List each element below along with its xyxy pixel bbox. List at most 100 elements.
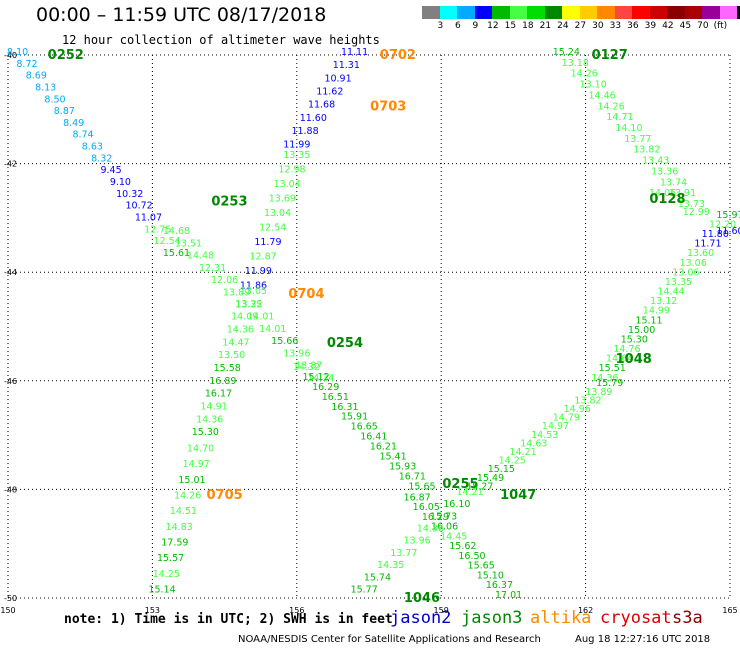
satellite-jason2: jason2 — [390, 608, 452, 628]
wave-height-value: 13.74 — [660, 177, 687, 188]
wave-height-value: 11.71 — [694, 239, 721, 250]
wave-height-value: 15.24 — [553, 47, 580, 58]
timestamp: Aug 18 12:27:16 UTC 2018 — [575, 634, 711, 645]
legend-swatch — [457, 6, 475, 19]
track-marks: 8.108.728.698.138.508.878.498.748.638.32… — [7, 47, 740, 606]
grid-lines — [7, 54, 731, 599]
wave-height-value: 15.66 — [271, 336, 298, 347]
wave-height-value: 8.69 — [26, 71, 47, 82]
wave-height-value: 14.25 — [153, 569, 180, 580]
wave-height-value: 15.91 — [341, 412, 368, 423]
wave-height-value: 13.51 — [175, 238, 202, 249]
wave-height-value: 8.87 — [54, 106, 75, 117]
legend-tick-label: 30 — [592, 21, 604, 31]
wave-height-value: 13.04 — [264, 208, 291, 219]
wave-height-value: 15.01 — [178, 475, 205, 486]
wave-height-value: 13.43 — [642, 156, 669, 167]
wave-height-value: 16.89 — [209, 376, 236, 387]
wave-height-value: 16.71 — [399, 471, 426, 482]
wave-height-value: 13.82 — [574, 395, 601, 406]
wave-height-value: 14.34 — [307, 373, 334, 384]
track-time-label: 0703 — [370, 100, 406, 115]
wave-height-value: 15.61 — [163, 248, 190, 259]
legend-tick-label: 9 — [472, 21, 479, 31]
satellite-altika: altika — [530, 608, 592, 628]
wave-height-value: 16.87 — [404, 492, 431, 503]
x-tick-label: 162 — [578, 606, 593, 615]
wave-height-value: 12.87 — [250, 252, 277, 263]
wave-height-value: 14.64 — [606, 354, 633, 365]
wave-height-value: 12.31 — [199, 263, 226, 274]
wave-height-value: 14.26 — [174, 490, 201, 501]
satellite-s3a: s3a — [672, 608, 703, 628]
legend-swatch — [684, 6, 702, 19]
legend-swatch — [702, 6, 720, 19]
wave-height-value: 14.71 — [606, 112, 633, 123]
wave-height-value: 11.99 — [245, 266, 272, 277]
wave-height-value: 10.32 — [116, 189, 143, 200]
legend-swatch — [492, 6, 510, 19]
wave-height-value: 11.31 — [333, 60, 360, 71]
wave-height-value: 11.11 — [341, 47, 368, 58]
legend-swatch — [439, 6, 457, 19]
wave-height-value: 15.11 — [635, 315, 662, 326]
wave-height-value: 15.30 — [192, 427, 219, 438]
wave-height-value: 8.32 — [91, 153, 112, 164]
wave-height-value: 8.63 — [82, 142, 103, 153]
wave-height-value: 14.26 — [571, 69, 598, 80]
wave-height-value: 14.06 — [649, 188, 676, 199]
wave-height-value: 12.99 — [683, 207, 710, 218]
legend-tick-label: 3 — [437, 21, 444, 31]
legend-swatch — [649, 6, 667, 19]
wave-height-value: 13.35 — [665, 277, 692, 288]
wave-height-value: 16.50 — [458, 551, 485, 562]
wave-height-value: 14.25 — [499, 456, 526, 467]
wave-height-value: 13.50 — [218, 350, 245, 361]
wave-height-value: 15.77 — [351, 585, 378, 596]
wave-height-value: 15.41 — [379, 452, 406, 463]
x-tick-label: 165 — [722, 606, 737, 615]
x-tick-label: 153 — [145, 606, 160, 615]
wave-height-value: 13.35 — [283, 150, 310, 161]
wave-height-value: 15.65 — [408, 481, 435, 492]
wave-height-value: 14.47 — [222, 337, 249, 348]
wave-height-value: 14.10 — [615, 123, 642, 134]
legend-swatch — [579, 6, 597, 19]
y-tick-label: -44 — [4, 268, 17, 277]
wave-height-value: 13.89 — [223, 287, 250, 298]
wave-height-value: 13.73 — [678, 199, 705, 210]
legend-tick-label: 18 — [522, 21, 534, 31]
track-time-label: 1048 — [616, 352, 652, 367]
wave-height-value: 13.35 — [235, 299, 262, 310]
satellite-cryosat: cryosat — [600, 608, 672, 628]
wave-height-value: 11.88 — [291, 126, 318, 137]
wave-height-value: 17.01 — [495, 590, 522, 601]
wave-height-value: 14.36 — [417, 523, 444, 534]
legend-tick-label: 36 — [627, 21, 639, 31]
wave-height-value: 13.96 — [404, 536, 431, 547]
wave-height-value: 14.68 — [163, 226, 190, 237]
wave-height-value: 8.74 — [72, 130, 93, 141]
wave-height-value: 15.74 — [364, 572, 391, 583]
wave-height-value: 16.17 — [205, 389, 232, 400]
legend-swatch — [474, 6, 492, 19]
legend-swatch — [632, 6, 650, 19]
wave-height-value: 15.97 — [716, 210, 740, 221]
wave-height-value: 17.59 — [161, 538, 188, 549]
wave-height-value: 14.44 — [658, 287, 685, 298]
wave-height-value: 13.69 — [269, 194, 296, 205]
wave-height-value: 16.31 — [331, 402, 358, 413]
legend-tick-label: (ft) — [713, 21, 728, 31]
wave-height-value: 13.06 — [680, 258, 707, 269]
track-time-label: 1046 — [404, 591, 440, 606]
legend-tick-label: 42 — [662, 21, 674, 31]
wave-height-value: 13.22 — [236, 299, 263, 310]
wave-height-value: 14.45 — [440, 531, 467, 542]
wave-height-value: 14.21 — [509, 447, 536, 458]
wave-height-value: 8.13 — [35, 82, 56, 93]
wave-height-value: 14.97 — [183, 459, 210, 470]
wave-height-value: 16.29 — [312, 382, 339, 393]
wave-height-value: 14.70 — [187, 443, 214, 454]
wave-height-value: 14.48 — [187, 251, 214, 262]
wave-height-value: 16.65 — [351, 422, 378, 433]
